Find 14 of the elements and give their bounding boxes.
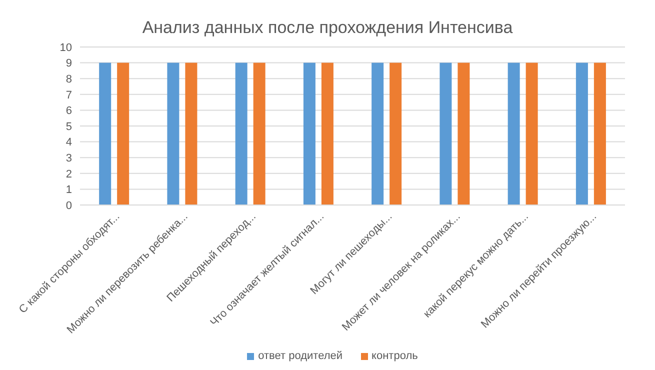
legend-label: ответ родителей [257, 350, 343, 362]
y-tick-label: 1 [66, 184, 72, 196]
y-tick-label: 2 [66, 168, 72, 180]
y-tick-label: 6 [66, 105, 72, 118]
chart-title: Анализ данных после прохождения Интенсива [141, 18, 514, 38]
y-tick-label: 10 [60, 42, 72, 54]
y-tick-label: 4 [66, 136, 72, 149]
y-tick-label: 8 [66, 74, 72, 86]
legend-label: контроль [370, 350, 418, 362]
y-tick-label: 7 [66, 89, 72, 102]
y-tick-label: 9 [66, 58, 72, 70]
y-tick-label: 0 [66, 200, 72, 212]
y-tick-label: 5 [66, 120, 72, 133]
y-tick-label: 3 [66, 152, 72, 165]
